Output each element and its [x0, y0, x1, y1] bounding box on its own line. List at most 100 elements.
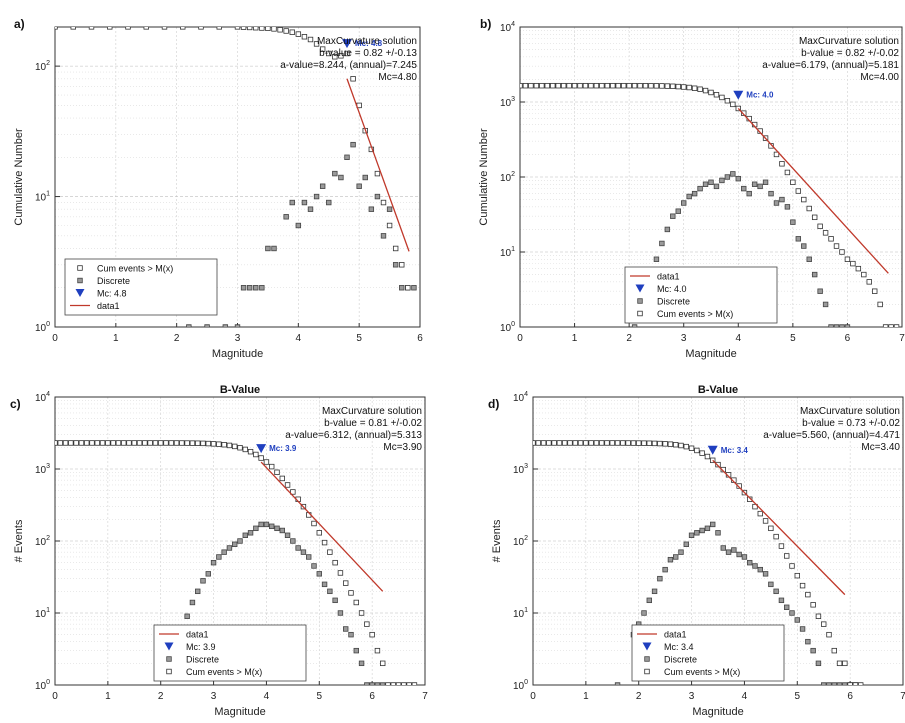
- discrete-point: [757, 183, 763, 190]
- cumulative-point: [390, 682, 396, 685]
- cumulative-point: [691, 85, 698, 91]
- cumulative-point: [713, 92, 720, 98]
- discrete-point: [694, 530, 700, 536]
- discrete-point: [263, 521, 270, 528]
- discrete-point: [240, 285, 247, 291]
- annotation-line: Mc=4.00: [860, 72, 899, 83]
- x-tick-label: 1: [572, 333, 578, 344]
- cumulative-point: [147, 440, 153, 446]
- discrete-point: [216, 554, 222, 560]
- chart-title: B-Value: [698, 384, 738, 396]
- x-tick-label: 2: [636, 691, 642, 702]
- discrete-point: [226, 545, 233, 551]
- cumulative-point: [411, 682, 418, 685]
- discrete-point: [350, 141, 356, 148]
- discrete-point: [799, 626, 806, 632]
- discrete-point: [801, 243, 807, 249]
- x-axis-label: Magnitude: [692, 706, 743, 718]
- cumulative-point: [301, 34, 308, 40]
- cumulative-point: [752, 503, 758, 510]
- cumulative-point: [131, 440, 137, 446]
- discrete-point: [307, 206, 314, 212]
- discrete-point: [817, 288, 823, 294]
- cumulative-point: [259, 27, 265, 31]
- discrete-point: [259, 285, 265, 291]
- annotation-line: a-value=6.312, (annual)=5.313: [285, 430, 422, 441]
- cumulative-point: [560, 82, 567, 89]
- discrete-point: [757, 566, 763, 573]
- discrete-point: [720, 545, 726, 551]
- discrete-point: [815, 660, 822, 667]
- discrete-point: [741, 554, 748, 560]
- cumulative-point: [614, 440, 621, 446]
- cumulative-point: [828, 236, 834, 242]
- discrete-point: [234, 324, 241, 327]
- cumulative-point: [566, 82, 572, 89]
- x-tick-label: 5: [790, 333, 796, 344]
- legend-label: data1: [97, 301, 120, 311]
- discrete-point: [653, 256, 660, 262]
- discrete-point: [795, 236, 802, 242]
- discrete-point: [344, 154, 350, 161]
- cumulative-point: [399, 262, 405, 268]
- cumulative-point: [522, 82, 529, 89]
- annotation-line: Mc=3.90: [383, 442, 422, 453]
- discrete-point: [762, 179, 769, 185]
- y-tick-label: 101: [35, 191, 50, 204]
- discrete-point: [311, 563, 317, 569]
- discrete-point: [284, 532, 291, 538]
- cumulative-point: [234, 27, 241, 30]
- discrete-point: [805, 638, 811, 645]
- cumulative-point: [730, 101, 736, 108]
- cumulative-point: [295, 31, 302, 37]
- discrete-point: [713, 183, 720, 190]
- cumulative-point: [637, 83, 643, 89]
- cumulative-point: [833, 243, 840, 249]
- cumulative-point: [747, 496, 753, 502]
- discrete-point: [844, 324, 851, 327]
- y-tick-label: 104: [35, 391, 50, 404]
- discrete-point: [399, 285, 405, 291]
- cumulative-point: [528, 82, 534, 89]
- discrete-point: [725, 549, 732, 555]
- legend-box: [624, 266, 778, 324]
- cumulative-point: [374, 647, 381, 654]
- cumulative-point: [216, 441, 222, 447]
- cumulative-point: [620, 440, 626, 446]
- cumulative-point: [641, 440, 647, 446]
- cumulative-point: [604, 82, 611, 89]
- cumulative-point: [247, 448, 254, 455]
- cumulative-point: [810, 602, 816, 608]
- cumulative-point: [321, 539, 328, 546]
- cumulative-point: [327, 549, 333, 555]
- discrete-point: [337, 610, 344, 616]
- cumulative-point: [78, 440, 85, 446]
- cumulative-point: [540, 440, 547, 446]
- cumulative-point: [852, 682, 859, 685]
- cumulative-point: [105, 440, 111, 446]
- discrete-point: [306, 554, 312, 560]
- mc-label: Mc: 3.4: [721, 446, 749, 455]
- cumulative-point: [161, 27, 168, 30]
- discrete-point: [686, 193, 692, 200]
- legend-label: Discrete: [186, 655, 219, 665]
- discrete-point: [688, 532, 695, 538]
- data-layer: Mc: 4.0: [520, 82, 900, 327]
- y-tick-label: 100: [500, 321, 515, 334]
- cumulative-point: [380, 660, 386, 667]
- cumulative-point: [289, 29, 295, 35]
- cumulative-point: [572, 440, 578, 446]
- cumulative-point: [842, 660, 848, 667]
- cumulative-point: [799, 582, 806, 589]
- x-tick-label: 6: [847, 691, 853, 702]
- discrete-point: [338, 174, 344, 181]
- discrete-point: [773, 200, 780, 206]
- cumulative-point: [877, 301, 883, 308]
- discrete-point: [691, 190, 698, 197]
- x-tick-label: 7: [900, 691, 905, 702]
- legend-swatch-triangle-icon: [642, 642, 652, 651]
- discrete-point: [670, 213, 676, 219]
- cumulative-point: [861, 271, 867, 278]
- cumulative-point: [369, 631, 375, 638]
